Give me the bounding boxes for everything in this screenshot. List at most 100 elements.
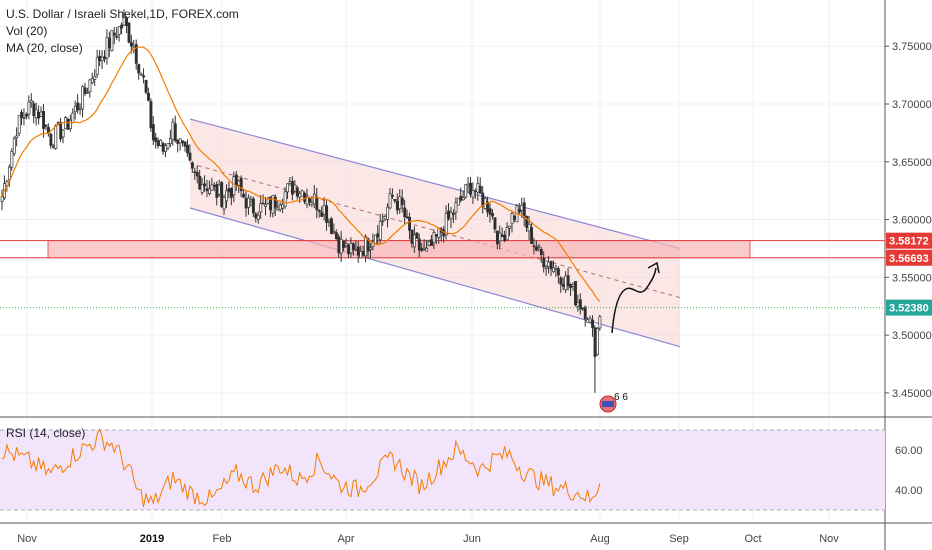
candle-body — [474, 190, 477, 193]
candle — [208, 180, 211, 196]
candle-body — [108, 37, 111, 49]
candle-body — [66, 118, 70, 130]
legend-symbol[interactable]: U.S. Dollar / Israeli Shekel, 1D, FOREX.… — [6, 7, 239, 21]
candle — [169, 129, 172, 147]
candle — [261, 194, 265, 205]
candle — [393, 198, 397, 204]
candle-body — [527, 223, 531, 232]
price-tag[interactable]: 3.58172 — [886, 232, 932, 249]
candle-body — [49, 133, 53, 146]
rsi-tick-label: 60.00 — [895, 445, 923, 457]
price-tick-label: 3.75000 — [892, 41, 932, 53]
candle-body — [425, 247, 429, 252]
candle-body — [61, 129, 65, 138]
symbol-name: U.S. Dollar / Israeli Shekel — [6, 7, 147, 21]
candle-body — [339, 238, 343, 254]
price-tag-bg — [886, 299, 932, 316]
candle-body — [415, 232, 419, 239]
candle-body — [366, 238, 370, 252]
candle — [264, 196, 268, 216]
candle — [273, 194, 277, 216]
candle — [29, 93, 33, 108]
price-tag-bg — [886, 249, 932, 266]
candle — [0, 189, 4, 211]
price-tag[interactable]: 3.52380 — [886, 299, 932, 316]
candle-body — [0, 196, 4, 202]
projection-arrow[interactable] — [611, 267, 657, 334]
candle-body — [210, 184, 214, 191]
channel-upper-line[interactable] — [189, 118, 681, 250]
candle — [112, 27, 116, 45]
legend-ma[interactable]: MA (20, close) — [6, 41, 83, 55]
candle-body — [498, 232, 502, 242]
candle-body — [115, 35, 119, 38]
candle-body — [276, 207, 280, 211]
candle-body — [232, 176, 236, 196]
candle — [369, 243, 372, 259]
candle-body — [486, 201, 490, 213]
candle-body — [403, 207, 407, 218]
price-tag[interactable]: 3.56693 — [886, 249, 932, 266]
candle-body — [64, 117, 67, 130]
candle — [164, 143, 168, 157]
candle-body — [510, 213, 514, 225]
candle-body — [361, 251, 365, 256]
candle-body — [15, 135, 19, 138]
candle-body — [539, 249, 543, 256]
candle — [142, 68, 146, 84]
candle-body — [176, 140, 180, 144]
resistance-zone[interactable] — [0, 240, 885, 259]
candle-body — [281, 204, 285, 209]
candle-body — [139, 73, 143, 76]
candle — [86, 87, 89, 94]
candle — [239, 175, 243, 198]
candle-body — [569, 284, 573, 289]
candle-body — [234, 174, 238, 187]
candle — [464, 184, 468, 199]
candle — [120, 22, 124, 35]
candle-body — [134, 44, 138, 64]
candle — [83, 82, 87, 96]
candle-body — [491, 213, 494, 217]
candle-body — [217, 184, 221, 195]
legend-rsi[interactable]: RSI (14, close) — [6, 426, 86, 440]
price-tick-label: 3.70000 — [892, 99, 932, 111]
candle-body — [356, 246, 360, 256]
arrow-head[interactable] — [647, 261, 660, 274]
channel-lower-line[interactable] — [189, 207, 681, 348]
legend-volume[interactable]: Vol (20) — [6, 24, 48, 38]
candle-body — [383, 215, 387, 220]
candle — [478, 177, 482, 194]
time-axis: Nov 2019 Feb Apr Jun Aug Sep Oct Nov — [17, 533, 839, 545]
candle-body — [37, 111, 41, 119]
time-label: Jun — [463, 533, 481, 545]
candle — [154, 133, 158, 149]
candle-body — [308, 198, 311, 203]
ma-line — [1, 46, 601, 302]
candle-body — [54, 125, 58, 149]
candle — [44, 124, 48, 131]
candle-body — [315, 196, 319, 211]
candle-body — [408, 216, 412, 231]
candle-body — [129, 42, 133, 47]
candle-body — [369, 247, 372, 250]
candle-body — [359, 251, 363, 259]
price-tick-label: 3.45000 — [892, 388, 932, 400]
candle-body — [427, 241, 431, 246]
candle — [42, 104, 46, 138]
candle-body — [144, 79, 148, 93]
candle — [166, 143, 170, 151]
interval-source: 1D, FOREX.com — [149, 7, 239, 21]
candle-body — [120, 24, 124, 29]
candle-body — [508, 225, 512, 229]
annotations[interactable]: 6 6 — [0, 261, 885, 413]
candle-body — [317, 210, 321, 212]
zone-rect[interactable] — [47, 240, 751, 259]
candle — [386, 203, 390, 228]
candle-body — [337, 236, 341, 254]
candle — [137, 63, 141, 80]
candle-body — [166, 143, 170, 149]
candle — [125, 16, 128, 34]
